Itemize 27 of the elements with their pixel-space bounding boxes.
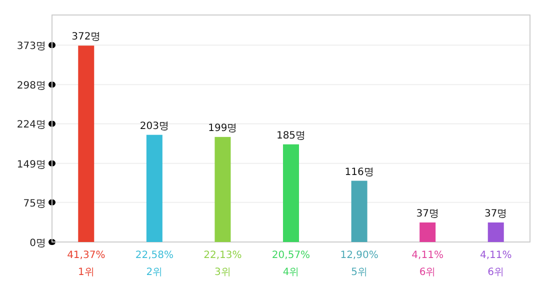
x-tick-label: 4,11% 6위 [412,250,444,278]
bar [351,180,368,242]
y-tick-label: 0명 [30,238,46,249]
bar [78,46,94,242]
data-label: 203명 [140,120,169,132]
x-tick-label: 22,13% 3위 [204,250,242,278]
data-label: 199명 [208,122,238,134]
y-tick-label: 75명 [23,198,46,210]
bar [420,222,436,242]
bar [214,136,231,242]
data-label: 116명 [344,166,374,178]
y-tick-label: 224명 [16,120,46,131]
x-tick-label: 41,37% 1위 [67,250,106,278]
x-tick-label: 4,11% 6위 [480,250,512,278]
bar [283,144,299,242]
bar [488,222,504,242]
data-label: 185명 [276,130,306,142]
bar [146,134,162,242]
data-label: 37명 [416,208,439,220]
y-tick-label: 149명 [16,159,46,170]
x-tick-label: 20,57% 4위 [272,250,310,278]
data-label: 372명 [72,32,101,43]
x-tick-label: 12,90% 5위 [340,250,378,278]
y-tick-label: 298명 [16,80,46,92]
x-tick-label: 22,58% 2위 [135,250,174,278]
data-label: 37명 [484,208,508,220]
y-tick-label: 373명 [16,41,46,52]
